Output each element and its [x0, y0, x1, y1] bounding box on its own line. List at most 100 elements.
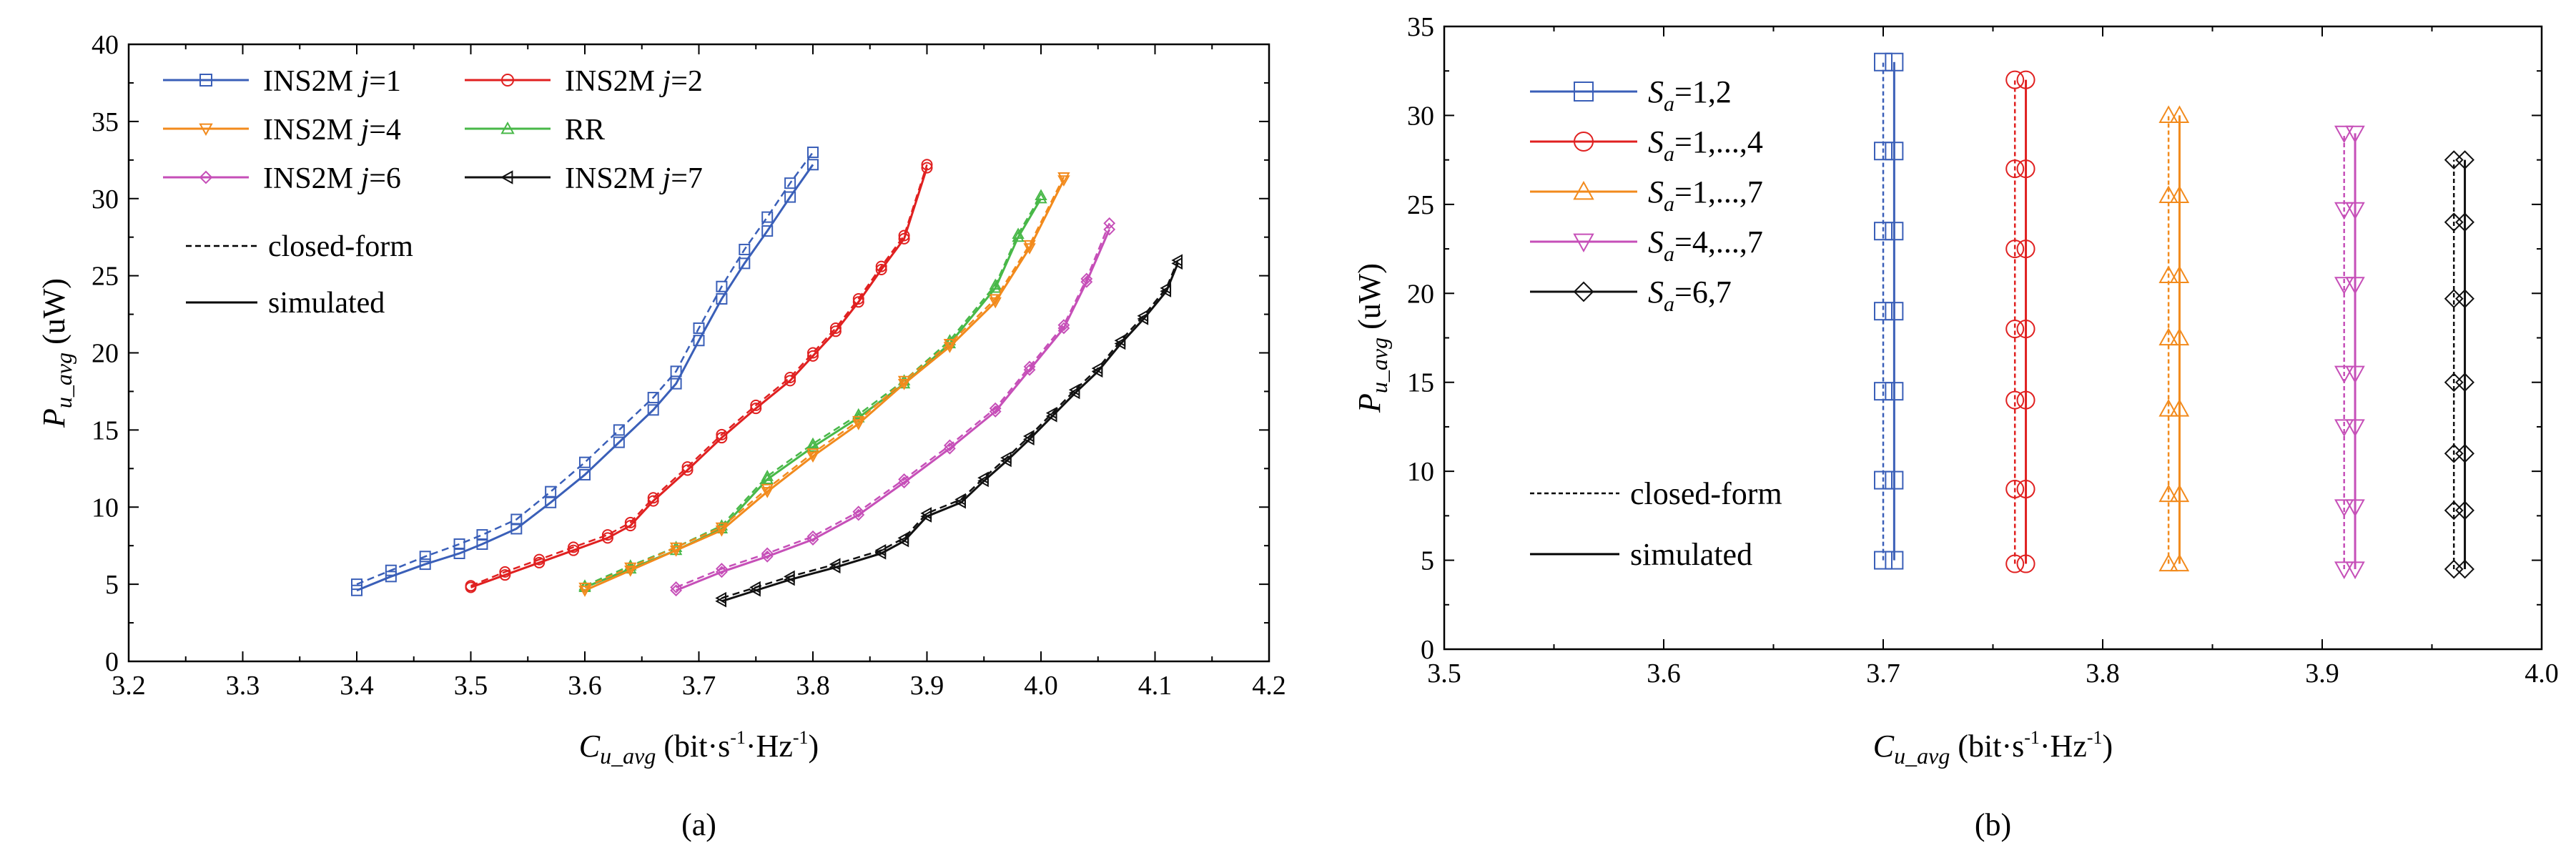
- data-point-simulated: [761, 225, 774, 237]
- series-ins2m-j-2: [465, 159, 933, 593]
- data-point-closed-form: [715, 591, 726, 605]
- data-point-closed-form: [761, 547, 774, 560]
- data-point-simulated: [1103, 223, 1116, 236]
- data-point-closed-form: [647, 492, 659, 504]
- x-tick-label: 3.4: [340, 671, 374, 701]
- data-point-closed-form: [1103, 217, 1116, 230]
- data-point-closed-form: [1068, 383, 1080, 396]
- data-point-simulated: [875, 263, 887, 275]
- legend-label: Sa=4,...,7: [1648, 225, 1763, 266]
- legend-marker: [199, 170, 213, 184]
- data-point-closed-form: [989, 278, 1002, 290]
- data-point-simulated: [385, 571, 397, 583]
- legend-marker: [501, 74, 514, 87]
- y-tick-label: 30: [1407, 101, 1434, 131]
- x-tick-label: 4.0: [1024, 671, 1058, 701]
- data-point-closed-form: [1091, 362, 1103, 375]
- data-point-closed-form: [2158, 398, 2178, 417]
- x-tick-label: 3.7: [1866, 659, 1900, 689]
- data-point-simulated: [1057, 175, 1070, 187]
- legend-marker: [1573, 233, 1594, 253]
- legend-label: INS2M j=2: [565, 65, 703, 98]
- x-tick-label: 3.9: [2305, 659, 2339, 689]
- x-axis-label: Cu_avg (bit·s-1·Hz-1): [1873, 727, 2113, 769]
- data-point-simulated: [784, 191, 796, 203]
- data-point-simulated: [1885, 222, 1904, 241]
- data-point-simulated: [2169, 265, 2190, 283]
- legend-label-simulated: simulated: [268, 287, 385, 320]
- y-tick-label: 20: [1407, 279, 1434, 309]
- data-point-closed-form: [1000, 451, 1012, 464]
- x-tick-label: 3.7: [682, 671, 716, 701]
- data-point-simulated: [2455, 559, 2474, 579]
- panel-label: (b): [1975, 807, 2011, 842]
- legend-marker: [500, 170, 513, 184]
- data-point-closed-form: [897, 531, 909, 545]
- data-point-closed-form: [875, 260, 887, 272]
- data-point-closed-form: [2334, 499, 2354, 517]
- data-point-simulated: [852, 419, 865, 430]
- legend-label: INS2M j=4: [263, 114, 401, 147]
- series-sa-6-7: [2444, 150, 2474, 579]
- data-point-closed-form: [1874, 52, 1892, 72]
- data-point-simulated: [2345, 499, 2365, 517]
- legend-label-simulated: simulated: [1630, 537, 1752, 572]
- data-point-closed-form: [568, 541, 580, 553]
- data-point-closed-form: [669, 542, 683, 554]
- data-point-simulated: [784, 375, 796, 387]
- data-point-closed-form: [2444, 289, 2464, 309]
- data-point-simulated: [807, 350, 819, 362]
- data-point-closed-form: [670, 581, 683, 593]
- data-point-simulated: [761, 487, 774, 498]
- data-point-closed-form: [829, 322, 842, 334]
- data-point-closed-form: [2334, 419, 2354, 437]
- data-point-closed-form: [2334, 125, 2354, 144]
- legend-marker: [1573, 281, 1594, 302]
- data-point-closed-form: [829, 558, 841, 571]
- data-point-simulated: [807, 159, 819, 171]
- data-point-closed-form: [715, 563, 728, 575]
- panel-label: (a): [681, 807, 716, 842]
- panel-a-chart: 3.2 3.3 3.4 3.5 3.6 3.7 3.8 3.9 4.0 4.1 4.2 0 5 10 15 2…: [36, 30, 1286, 842]
- data-point-simulated: [852, 296, 864, 308]
- data-point-closed-form: [852, 506, 865, 518]
- data-point-closed-form: [1874, 302, 1892, 321]
- data-point-closed-form: [943, 439, 956, 452]
- y-tick-label: 40: [92, 30, 119, 60]
- data-point-closed-form: [2005, 70, 2025, 89]
- data-point-closed-form: [806, 437, 819, 449]
- x-tick-label: 4.0: [2525, 659, 2559, 689]
- closed-form-line: [356, 152, 814, 586]
- data-point-closed-form: [784, 177, 796, 189]
- data-point-simulated: [2016, 240, 2035, 259]
- data-point-simulated: [716, 292, 728, 305]
- data-point-closed-form: [1080, 272, 1093, 285]
- series-sa-1-2: [1874, 52, 1904, 570]
- data-point-closed-form: [1874, 222, 1892, 241]
- data-point-simulated: [806, 440, 819, 452]
- data-point-closed-form: [681, 461, 694, 473]
- legend-marker: [199, 123, 213, 137]
- data-point-closed-form: [1874, 551, 1892, 570]
- data-point-closed-form: [2334, 277, 2354, 295]
- series-ins2m-j-7: [715, 254, 1183, 608]
- data-point-simulated: [693, 335, 705, 347]
- data-point-simulated: [2016, 159, 2035, 179]
- data-point-closed-form: [1023, 360, 1036, 373]
- data-point-simulated: [2345, 277, 2365, 295]
- data-point-closed-form: [545, 485, 557, 498]
- data-point-simulated: [1885, 382, 1904, 401]
- data-point-closed-form: [624, 516, 636, 528]
- data-point-simulated: [989, 297, 1002, 309]
- legend-label: Sa=1,...,7: [1648, 174, 1763, 216]
- data-point-simulated: [670, 378, 682, 390]
- data-point-closed-form: [807, 347, 819, 359]
- data-point-closed-form: [2158, 327, 2178, 346]
- series-ins2m-j-6: [670, 217, 1116, 597]
- data-point-simulated: [453, 547, 465, 559]
- y-tick-label: 5: [1421, 546, 1434, 576]
- closed-form-line: [470, 164, 928, 587]
- data-point-simulated: [2169, 398, 2190, 417]
- x-tick-label: 3.6: [1647, 659, 1681, 689]
